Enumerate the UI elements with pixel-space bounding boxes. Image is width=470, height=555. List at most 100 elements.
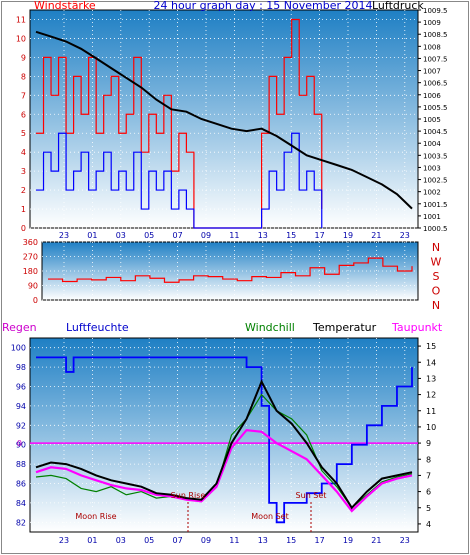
x-tick: 23 [59,231,69,240]
temperature-tick: 15 [426,342,436,351]
wind-pressure-plot-area [29,9,419,229]
temperature-tick: 4 [426,520,431,529]
legend-dewpoint: Taupunkt [391,321,443,334]
temperature-tick: 10 [426,423,436,432]
temperature-tick: 9 [426,439,431,448]
x-tick: 03 [116,231,126,240]
pressure-series [35,30,413,210]
sun-moon-annotation: Sun Set [296,491,327,500]
humidity-series [36,356,413,524]
x-tick: 09 [201,536,211,545]
x-tick: 01 [87,231,97,240]
x-tick: 17 [315,536,325,545]
x-tick: 23 [400,536,410,545]
pressure-tick: 1006.5 [423,80,448,88]
x-tick: 05 [144,231,154,240]
pressure-tick: 1002 [423,189,441,197]
legend-temperature: Temperatur [312,321,377,334]
wind-speed-tick: 11 [16,15,26,24]
x-tick: 17 [315,231,325,240]
pressure-tick: 1004 [423,140,441,148]
temperature-tick: 13 [426,374,436,383]
pressure-tick: 1002.5 [423,177,448,185]
pressure-tick: 1003 [423,164,441,172]
legend-humidity: Luftfeuchte [66,321,129,334]
humidity-tick: 88 [16,460,26,469]
x-tick: 01 [87,536,97,545]
pressure-tick: 1000.5 [423,225,448,233]
compass-letter: W [431,256,442,269]
temperature-tick: 14 [426,358,436,367]
x-tick: 21 [371,231,381,240]
x-tick: 15 [286,231,296,240]
humidity-tick: 86 [16,480,26,489]
humidity-tick: 96 [16,383,26,392]
pressure-tick: 1008.5 [423,31,448,39]
x-tick: 23 [59,536,69,545]
humidity-tick: 82 [16,518,26,527]
humidity-tick: 84 [16,499,26,508]
x-tick: 05 [144,536,154,545]
direction-tick: 180 [23,267,38,276]
direction-tick: 270 [23,253,38,262]
compass-letter: N [432,241,440,254]
wind-speed-tick: 7 [21,91,26,100]
pressure-tick: 1001 [423,213,441,221]
wind-gust-series [36,18,323,229]
x-tick: 19 [343,536,353,545]
compass-letter: S [433,270,440,283]
sun-moon-annotation: Moon Set [251,512,288,521]
x-tick: 03 [116,536,126,545]
humidity-tick: 90 [16,441,26,450]
wind-speed-tick: 9 [21,53,26,62]
x-tick: 21 [371,536,381,545]
pressure-tick: 1007.5 [423,55,448,63]
humidity-tick: 100 [11,344,26,353]
x-tick: 11 [229,536,239,545]
wind-speed-tick: 4 [21,148,26,157]
temperature-tick: 12 [426,391,436,400]
dewpoint-series [35,428,413,513]
pressure-tick: 1008 [423,43,441,51]
sun-moon-annotation: Moon Rise [75,512,116,521]
wind-speed-tick: 2 [21,186,26,195]
temperature-tick: 8 [426,455,431,464]
wind-speed-label: Windstärke [34,0,96,12]
rain-zero-label: 0 [17,439,22,448]
sun-moon-annotation: Sun Rise [171,491,206,500]
humidity-tick: 92 [16,421,26,430]
pressure-tick: 1007 [423,68,441,76]
pressure-tick: 1001.5 [423,201,448,209]
humidity-tick: 98 [16,363,26,372]
legend-windchill: Windchill [245,321,295,334]
x-tick: 09 [201,231,211,240]
x-tick: 07 [173,536,183,545]
temperature-series [35,379,413,510]
wind-speed-tick: 10 [16,34,26,43]
pressure-tick: 1004.5 [423,128,448,136]
wind-speed-tick: 6 [21,110,26,119]
x-tick: 13 [258,536,268,545]
pressure-tick: 1009.5 [423,7,448,15]
wind-speed-tick: 8 [21,72,26,81]
x-tick: 07 [173,231,183,240]
wind-speed-series [36,132,323,229]
pressure-tick: 1005.5 [423,104,448,112]
direction-tick: 90 [28,282,38,291]
x-tick: 11 [229,231,239,240]
x-tick: 19 [343,231,353,240]
humidity-tick: 94 [16,402,26,411]
pressure-tick: 1005 [423,116,441,124]
temperature-tick: 11 [426,407,436,416]
wind-speed-tick: 0 [21,224,26,233]
wind-speed-tick: 5 [21,129,26,138]
temperature-tick: 5 [426,504,431,513]
chart-title: 24 hour graph day : 15 November 2014 [153,0,372,12]
wind-direction-series [48,257,413,283]
temperature-humidity-plot-area [29,337,419,533]
pressure-label: Luftdruck [372,0,424,12]
pressure-tick: 1006 [423,92,441,100]
legend-rain: Regen [2,321,37,334]
wind-speed-tick: 1 [21,205,26,214]
